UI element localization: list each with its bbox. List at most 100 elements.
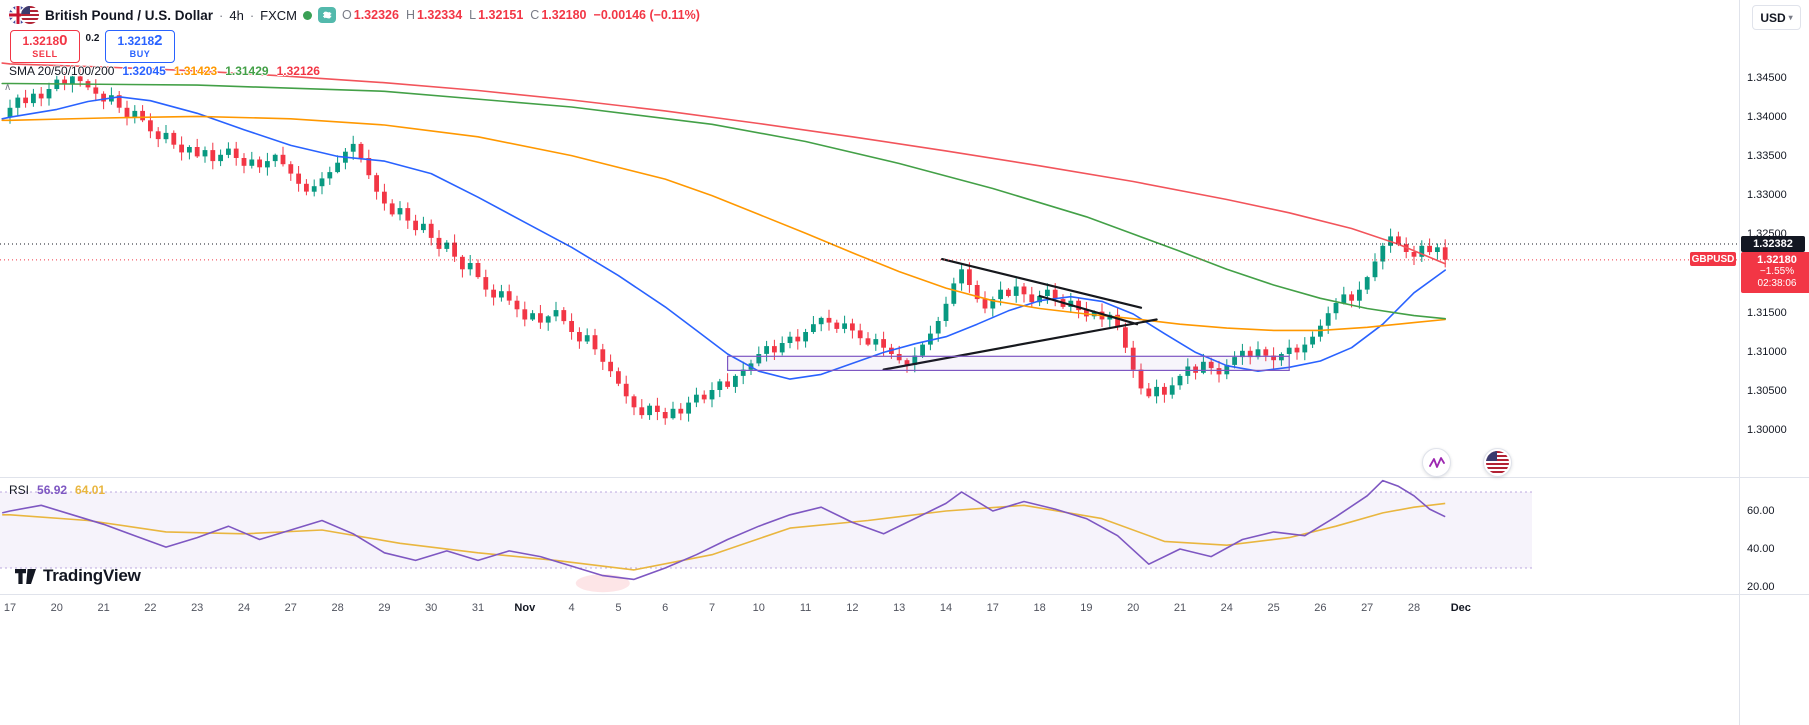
time-tick: 21: [97, 602, 110, 614]
rsi-value: 56.92: [37, 483, 68, 497]
time-tick: 12: [846, 602, 859, 614]
sell-label: SELL: [32, 49, 58, 59]
open-label: O: [342, 8, 352, 22]
time-tick: 23: [191, 602, 204, 614]
price-tick: 1.34500: [1747, 71, 1787, 84]
sma200-value: 1.32126: [276, 64, 320, 78]
sell-price-last-digit: 0: [59, 32, 68, 49]
last-price-tag: 1.32382: [1741, 235, 1805, 252]
exchange-label: FXCM: [260, 7, 298, 23]
price-tick: 1.33500: [1747, 149, 1787, 162]
ohlc-values: O 1.32326 H 1.32334 L 1.32151 C 1.32180 −0.0…: [342, 8, 700, 22]
tradingview-logo-icon: [15, 568, 36, 584]
sma20-value: 1.32045: [122, 64, 166, 78]
price-tick: 1.31500: [1747, 306, 1787, 319]
sell-button[interactable]: 1.32180 SELL: [10, 30, 80, 63]
low-label: L: [469, 8, 477, 22]
time-tick: 30: [425, 602, 438, 614]
tradingview-watermark-text: TradingView: [43, 566, 141, 585]
bar-countdown: 02:38:06: [1757, 277, 1797, 289]
time-tick: 14: [939, 602, 953, 614]
high-value: 1.32334: [416, 8, 463, 22]
gbpusd-flag-icon: [9, 6, 39, 24]
time-tick: 18: [1033, 602, 1046, 614]
time-tick: 28: [1407, 602, 1421, 614]
time-tick: 21: [1173, 602, 1187, 614]
time-tick: 24: [1220, 602, 1233, 614]
time-tick: Dec: [1450, 602, 1471, 614]
delayed-data-icon[interactable]: ≈: [318, 7, 337, 23]
separator: ·: [219, 7, 224, 23]
sma-legend: SMA 20/50/100/200 1.32045 1.31423 1.3142…: [9, 64, 320, 78]
open-value: 1.32326: [353, 8, 399, 22]
time-tick: 20: [1127, 602, 1140, 614]
price-tick: 1.30000: [1747, 424, 1787, 437]
trade-panel: 1.32180 SELL 0.2 1.32182 BUY: [10, 30, 175, 63]
symbol-price-pill: GBPUSD: [1690, 252, 1736, 267]
time-tick: 19: [1080, 602, 1093, 614]
currency-button[interactable]: USD ▾: [1752, 5, 1801, 30]
close-label: C: [530, 8, 540, 22]
time-tick: 5: [615, 602, 622, 614]
currency-label: USD: [1760, 10, 1786, 25]
market-status-icon: [303, 10, 313, 20]
bid-price: 1.32180: [1757, 253, 1797, 266]
time-tick: 11: [799, 602, 812, 614]
tradingview-watermark[interactable]: TradingView: [15, 566, 141, 586]
rsi-legend: RSI 56.92 64.01: [9, 483, 105, 497]
sma50-value: 1.31423: [173, 64, 218, 78]
change-value: −0.00146 (−0.11%): [593, 8, 700, 22]
spread-value: 0.2: [80, 30, 105, 63]
bid-price-tag: 1.32180 −1.55% 02:38:06: [1741, 251, 1809, 293]
time-tick: 17: [986, 602, 999, 614]
time-tick: 10: [752, 602, 765, 614]
time-tick: 7: [708, 602, 716, 614]
time-axis[interactable]: 17 20 21 22 23 24 27 28 29 30 31 Nov 4 5 6 7 10 11 12 13 14 1…: [0, 595, 1739, 625]
chevron-down-icon: ▾: [1788, 13, 1793, 22]
rsi-signal-value: 64.01: [75, 483, 106, 497]
interval-label[interactable]: 4h: [229, 7, 244, 23]
buy-price-last-digit: 2: [154, 32, 163, 49]
rsi-indicator-label[interactable]: RSI: [9, 483, 30, 497]
symbol-legend: British Pound / U.S. Dollar · 4h · FXCM …: [9, 6, 700, 24]
sell-price: 1.3218: [22, 34, 60, 48]
price-tick: 1.30500: [1747, 385, 1787, 398]
rsi-tick: 60.00: [1747, 504, 1775, 517]
bid-change-pct: −1.55%: [1759, 265, 1795, 277]
time-tick: 27: [284, 602, 297, 614]
time-tick: 17: [3, 602, 17, 614]
buy-label: BUY: [129, 49, 151, 59]
time-tick: 13: [893, 602, 906, 614]
time-tick: 29: [378, 602, 391, 614]
legend-collapse-icon[interactable]: ∧: [4, 82, 12, 93]
time-tick: 6: [662, 602, 669, 614]
price-axis[interactable]: USD ▾ 1.34500 1.34000 1.33500 1.33000 1.3250…: [1739, 0, 1809, 725]
time-tick: 31: [471, 602, 485, 614]
price-tick: 1.31000: [1747, 345, 1787, 358]
time-tick: 27: [1361, 602, 1374, 614]
rsi-tick: 40.00: [1747, 542, 1775, 555]
pattern-indicator-icon[interactable]: [1422, 448, 1451, 477]
buy-price: 1.3218: [117, 34, 155, 48]
low-value: 1.32151: [478, 8, 524, 22]
rsi-tick: 20.00: [1747, 580, 1775, 593]
separator: ·: [249, 7, 255, 23]
time-tick: 25: [1267, 602, 1280, 614]
sma-indicator-label[interactable]: SMA 20/50/100/200: [9, 64, 115, 78]
time-tick: 4: [568, 602, 575, 614]
chart-event-icons: [1422, 448, 1512, 477]
high-label: H: [405, 8, 415, 22]
time-tick: 26: [1314, 602, 1327, 614]
close-value: 1.32180: [541, 8, 587, 22]
price-tick: 1.33000: [1747, 189, 1787, 202]
time-tick: 28: [331, 602, 344, 614]
time-tick: Nov: [514, 602, 536, 614]
sma100-value: 1.31429: [225, 64, 269, 78]
symbol-title[interactable]: British Pound / U.S. Dollar: [45, 7, 214, 23]
time-tick: 24: [237, 602, 251, 614]
us-flag-event-icon[interactable]: [1483, 448, 1512, 477]
time-tick: 22: [144, 602, 157, 614]
buy-button[interactable]: 1.32182 BUY: [105, 30, 175, 63]
